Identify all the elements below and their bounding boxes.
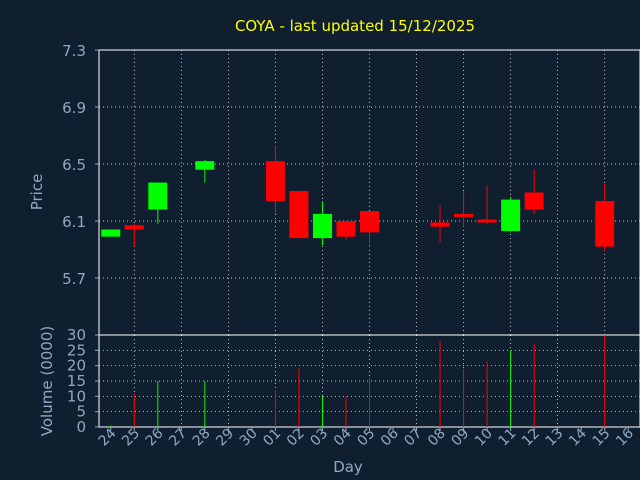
volume-bars bbox=[110, 335, 606, 427]
x-tick-label: 04 bbox=[331, 425, 355, 449]
x-tick-label: 08 bbox=[425, 426, 449, 450]
x-axis-label: Day bbox=[333, 458, 363, 476]
x-tick-label: 02 bbox=[284, 426, 308, 450]
x-tick-label: 06 bbox=[378, 425, 402, 449]
candle-04 bbox=[336, 221, 356, 240]
candle-03 bbox=[312, 201, 332, 246]
price-tick-label: 6.5 bbox=[62, 156, 86, 174]
x-tick-label: 13 bbox=[543, 426, 567, 450]
volume-tick-label: 0 bbox=[76, 418, 86, 436]
candle-body bbox=[360, 211, 379, 233]
price-frame bbox=[98, 49, 640, 336]
candle-02 bbox=[289, 191, 309, 239]
x-tick-label: 25 bbox=[119, 426, 143, 450]
price-tick-label: 6.1 bbox=[62, 213, 86, 231]
price-tick-label: 5.7 bbox=[62, 270, 86, 288]
candle-body bbox=[524, 192, 544, 210]
price-tick-label: 6.9 bbox=[62, 99, 86, 117]
candle-body bbox=[336, 221, 356, 237]
candle-09 bbox=[454, 191, 474, 227]
x-tick-label: 29 bbox=[213, 426, 237, 450]
x-tick-label: 24 bbox=[96, 425, 120, 449]
volume-tick-label: 30 bbox=[67, 326, 86, 344]
x-tick-label: 15 bbox=[590, 426, 614, 450]
x-tick-label: 30 bbox=[237, 426, 261, 450]
candle-body bbox=[430, 222, 450, 227]
x-tick-label: 26 bbox=[143, 425, 167, 449]
candle-11 bbox=[501, 196, 521, 233]
chart-title: COYA - last updated 15/12/2025 bbox=[235, 17, 475, 35]
x-tick-label: 10 bbox=[472, 426, 496, 450]
volume-tick-label: 5 bbox=[76, 403, 86, 421]
volume-axis-label: Volume (0000) bbox=[38, 326, 56, 436]
candle-10 bbox=[477, 185, 497, 224]
candle-body bbox=[101, 229, 121, 237]
price-tick-label: 7.3 bbox=[62, 42, 86, 60]
x-tick-label: 28 bbox=[190, 426, 214, 450]
volume-tick-label: 25 bbox=[67, 341, 86, 359]
candle-12 bbox=[524, 169, 544, 214]
x-tick-label: 27 bbox=[166, 426, 190, 450]
candle-24 bbox=[101, 229, 121, 237]
candle-body bbox=[595, 201, 615, 247]
volume-tick-label: 10 bbox=[67, 387, 86, 405]
price-panel: 7.3 6.9 6.5 6.1 5.7 Price bbox=[28, 42, 640, 336]
candle-body bbox=[148, 182, 168, 210]
x-tick-label: 07 bbox=[401, 426, 425, 450]
candle-body bbox=[289, 191, 309, 239]
x-tick-label: 11 bbox=[496, 426, 520, 450]
candle-body bbox=[195, 161, 215, 170]
candle-body bbox=[477, 219, 497, 223]
candlesticks bbox=[101, 145, 615, 251]
candle-body bbox=[501, 199, 521, 231]
price-grid bbox=[98, 49, 640, 336]
x-tick-label: 16 bbox=[613, 425, 637, 449]
volume-tick-label: 20 bbox=[67, 357, 86, 375]
x-ticks: 24 25 26 27 28 29 30 01 02 03 04 05 06 07 08 09 10 11 12 13… bbox=[96, 425, 637, 449]
x-tick-label: 14 bbox=[566, 425, 590, 449]
candle-body bbox=[124, 225, 144, 230]
price-y-ticks: 7.3 6.9 6.5 6.1 5.7 bbox=[62, 42, 99, 288]
candle-28 bbox=[195, 159, 215, 183]
x-tick-label: 12 bbox=[519, 426, 543, 450]
candle-15 bbox=[595, 183, 615, 251]
x-tick-label: 05 bbox=[354, 426, 378, 450]
volume-tick-label: 15 bbox=[67, 372, 86, 390]
candle-25 bbox=[124, 223, 144, 247]
candle-05 bbox=[360, 211, 379, 247]
candle-body bbox=[454, 213, 474, 217]
candle-26 bbox=[148, 182, 168, 224]
candle-body bbox=[312, 213, 332, 239]
x-tick-label: 09 bbox=[448, 426, 472, 450]
x-tick-label: 03 bbox=[307, 426, 331, 450]
candle-01 bbox=[265, 145, 285, 214]
x-tick-label: 01 bbox=[260, 426, 284, 450]
price-axis-label: Price bbox=[28, 174, 46, 211]
candle-body bbox=[265, 161, 285, 202]
candle-08 bbox=[430, 205, 450, 243]
